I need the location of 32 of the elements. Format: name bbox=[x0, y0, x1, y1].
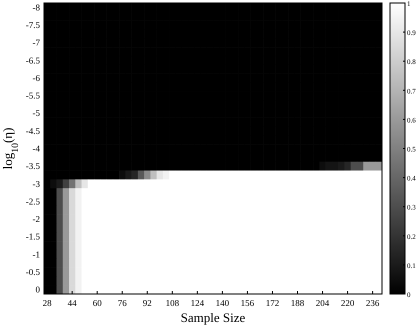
y-tick-label: -2 bbox=[32, 214, 40, 224]
x-tick-label: 140 bbox=[216, 298, 230, 308]
x-tick-label: 172 bbox=[266, 298, 280, 308]
y-tick-label: -7 bbox=[32, 38, 40, 48]
x-tick-label: 108 bbox=[166, 298, 180, 308]
x-tick-label: 44 bbox=[68, 298, 78, 308]
x-tick-label: 204 bbox=[316, 298, 330, 308]
x-tick-label: 156 bbox=[240, 298, 255, 308]
x-tick-label: 76 bbox=[118, 298, 128, 308]
y-tick-label: -5.5 bbox=[26, 90, 40, 101]
x-tick-label: 236 bbox=[366, 298, 380, 308]
x-tick-label: 60 bbox=[92, 298, 102, 308]
y-tick-label: -1.5 bbox=[26, 232, 40, 242]
y-tick-label: -0.5 bbox=[26, 266, 40, 277]
y-tick-label: -3 bbox=[32, 178, 40, 189]
x-tick-label: 124 bbox=[190, 298, 205, 308]
x-axis-title: Sample Size bbox=[180, 310, 246, 325]
y-tick-label: -6.5 bbox=[26, 55, 40, 66]
y-tick-label: -1 bbox=[32, 249, 40, 260]
y-tick-label: -6 bbox=[32, 72, 40, 83]
y-tick-label: 0 bbox=[36, 284, 40, 295]
y-tick-label: -7.5 bbox=[26, 20, 40, 30]
y-tick-label: -2.5 bbox=[26, 196, 40, 206]
y-tick-label: -5 bbox=[32, 108, 40, 118]
x-tick-label: 92 bbox=[142, 298, 152, 308]
y-tick-label: -4 bbox=[32, 144, 40, 154]
x-tick-label: 220 bbox=[340, 298, 355, 308]
y-tick-label: -8 bbox=[32, 2, 40, 12]
x-tick-label: 188 bbox=[290, 298, 305, 308]
y-tick-label: -4.5 bbox=[26, 126, 40, 136]
y-tick-label: -3.5 bbox=[26, 161, 40, 172]
x-tick-label: 28 bbox=[42, 298, 52, 308]
